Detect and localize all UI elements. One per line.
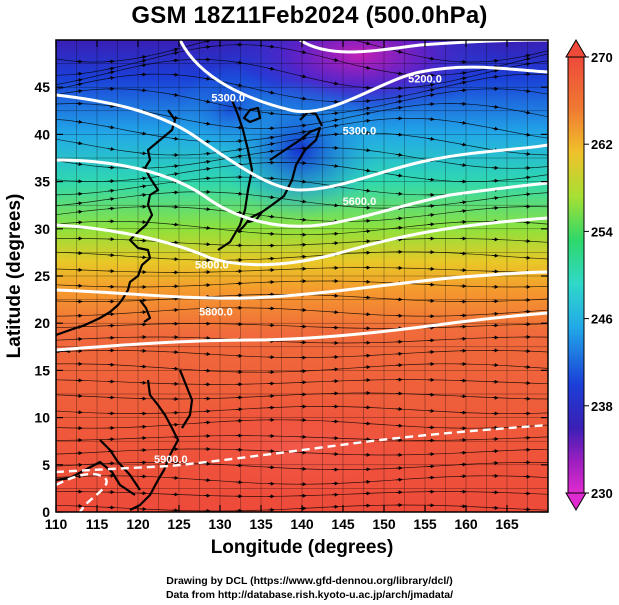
y-tick-label: 15 <box>34 362 50 378</box>
y-tick-label: 20 <box>34 315 50 331</box>
y-tick-label: 35 <box>34 174 50 190</box>
colorbar-top-extension <box>566 40 586 57</box>
wind-arrow <box>300 31 306 32</box>
x-tick-label: 140 <box>290 516 314 532</box>
x-tick-label: 160 <box>454 516 478 532</box>
contour-label: 5200.0 <box>408 73 442 85</box>
contour-label: 5800.0 <box>199 307 233 319</box>
contour-label: 5900.0 <box>154 454 188 466</box>
colorbar: 270 262 254 246 238 230 <box>566 40 613 510</box>
y-tick-label: 0 <box>42 504 50 520</box>
y-tick-label: 10 <box>34 410 50 426</box>
y-tick-label: 45 <box>34 79 50 95</box>
wind-arrow <box>108 61 114 62</box>
colorbar-tick-label: 238 <box>591 399 613 414</box>
y-axis-title: Latitude (degrees) <box>4 194 25 359</box>
x-tick-label: 135 <box>249 516 273 532</box>
wind-arrow <box>108 208 114 209</box>
credit-drawing: Drawing by DCL (https://www.gfd-dennou.o… <box>0 575 619 587</box>
contour-label: 5300.0 <box>343 125 377 137</box>
x-tick-label: 155 <box>413 516 437 532</box>
contour-label: 5600.0 <box>343 196 377 208</box>
wind-arrow <box>236 34 242 35</box>
x-tick-label: 145 <box>331 516 355 532</box>
x-tick-label: 130 <box>208 516 232 532</box>
y-tick-label: 30 <box>34 221 50 237</box>
colorbar-tick-label: 270 <box>591 50 613 65</box>
wind-arrow <box>332 312 338 313</box>
colorbar-tick-label: 246 <box>591 312 613 327</box>
colorbar-tick-label: 254 <box>591 224 613 239</box>
colorbar-tick-label: 230 <box>591 486 613 501</box>
wind-arrow <box>332 35 338 36</box>
x-tick-label: 125 <box>167 516 191 532</box>
temperature-field <box>56 0 548 512</box>
y-tick-label: 40 <box>34 126 50 142</box>
x-tick-label: 115 <box>86 516 109 532</box>
contour-label: 5800.0 <box>195 259 229 271</box>
wind-arrow <box>524 154 530 155</box>
x-tick-label: 150 <box>372 516 396 532</box>
colorbar-tick-label: 262 <box>591 137 613 152</box>
wind-arrow <box>428 224 434 225</box>
credit-data: Data from http://database.rish.kyoto-u.a… <box>0 589 619 601</box>
x-axis-title: Longitude (degrees) <box>211 537 394 558</box>
y-tick-label: 25 <box>34 268 50 284</box>
wind-arrow <box>300 220 306 221</box>
x-tick-label: 120 <box>126 516 150 532</box>
y-tick-label: 5 <box>42 457 50 473</box>
contour-label: 5300.0 <box>211 92 245 104</box>
x-tick-label: 165 <box>495 516 519 532</box>
colorbar-bottom-extension <box>566 493 586 510</box>
